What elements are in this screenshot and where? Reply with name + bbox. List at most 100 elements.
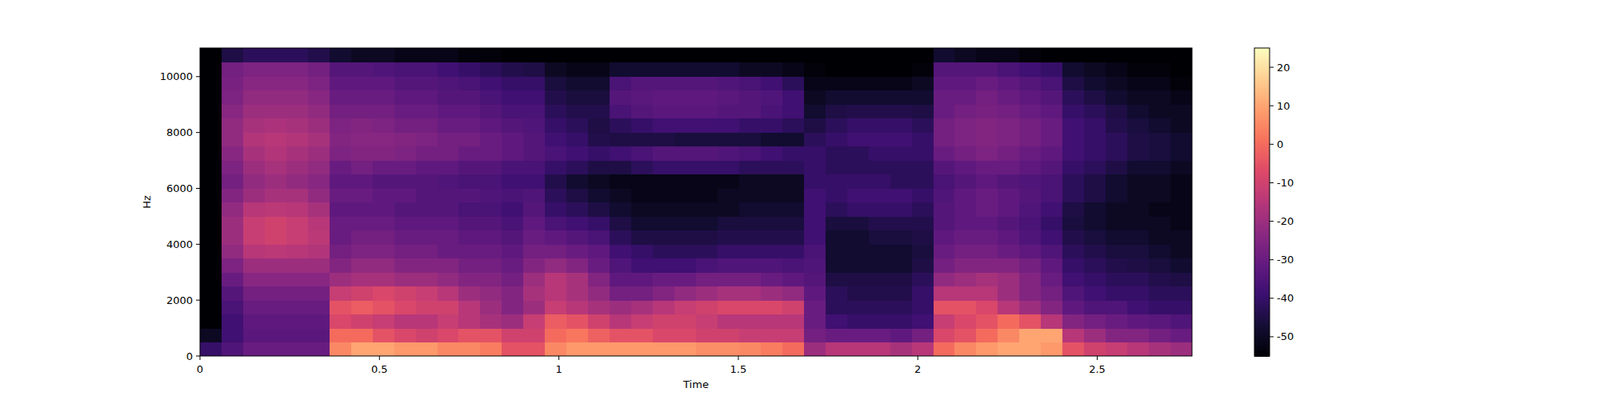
- cell: [372, 104, 396, 119]
- cell: [458, 48, 481, 63]
- cell: [1040, 272, 1064, 287]
- cell: [717, 258, 740, 273]
- cell: [372, 76, 396, 91]
- cell: [717, 202, 740, 217]
- cell: [1084, 216, 1107, 231]
- colorbar-tick: [1269, 297, 1274, 299]
- cell: [501, 62, 524, 77]
- cell: [674, 188, 697, 203]
- cell: [912, 230, 935, 245]
- cell: [739, 76, 762, 91]
- cell: [566, 174, 589, 189]
- cell: [847, 132, 870, 147]
- cell: [997, 258, 1020, 273]
- cell: [1084, 48, 1107, 63]
- cell: [1170, 104, 1192, 119]
- cell: [329, 104, 352, 119]
- cell: [221, 314, 244, 329]
- cell: [1148, 90, 1172, 105]
- cell: [372, 48, 396, 63]
- cell: [351, 342, 374, 357]
- cell: [954, 160, 977, 175]
- cell: [308, 48, 331, 63]
- cell: [804, 328, 827, 343]
- cell: [264, 300, 288, 315]
- cell: [351, 48, 374, 63]
- cell: [696, 146, 719, 161]
- cell: [1127, 342, 1150, 357]
- cell: [1148, 48, 1172, 63]
- cell: [351, 132, 374, 147]
- cell: [868, 62, 892, 77]
- cell: [1148, 314, 1172, 329]
- cell: [760, 314, 784, 329]
- cell: [372, 230, 396, 245]
- cell: [1148, 342, 1172, 357]
- cell: [1170, 132, 1192, 147]
- cell: [868, 272, 892, 287]
- colorbar-tick-label: 0: [1276, 138, 1284, 151]
- cell: [912, 216, 935, 231]
- cell: [912, 76, 935, 91]
- cell: [329, 230, 352, 245]
- cell: [717, 328, 740, 343]
- cell: [890, 272, 913, 287]
- cell: [847, 104, 870, 119]
- cell: [825, 132, 848, 147]
- cell: [523, 160, 546, 175]
- cell: [1019, 146, 1042, 161]
- cell: [1170, 300, 1192, 315]
- cell: [804, 272, 827, 287]
- cell: [1062, 244, 1085, 259]
- cell: [286, 314, 309, 329]
- cell: [868, 188, 892, 203]
- cell: [674, 104, 697, 119]
- cell: [544, 300, 568, 315]
- cell: [566, 230, 589, 245]
- cell: [1062, 230, 1085, 245]
- cell: [308, 216, 331, 231]
- cell: [997, 76, 1020, 91]
- cell: [609, 160, 632, 175]
- cell: [544, 146, 568, 161]
- cell: [416, 160, 439, 175]
- cell: [912, 62, 935, 77]
- cell: [782, 342, 805, 357]
- cell: [544, 48, 568, 63]
- cell: [933, 62, 956, 77]
- cell: [523, 132, 546, 147]
- cell: [868, 202, 892, 217]
- cell: [912, 132, 935, 147]
- cell: [631, 258, 654, 273]
- cell: [954, 62, 977, 77]
- colorbar-tick: [1269, 67, 1274, 68]
- cell: [372, 342, 396, 357]
- cell: [264, 258, 288, 273]
- cell: [954, 132, 977, 147]
- y-tick: [196, 76, 200, 77]
- cell: [308, 258, 331, 273]
- cell: [264, 174, 288, 189]
- cell: [329, 90, 352, 105]
- cell: [760, 146, 784, 161]
- cell: [868, 118, 892, 133]
- cell: [286, 244, 309, 259]
- cell: [566, 314, 589, 329]
- cell: [308, 272, 331, 287]
- cell: [1084, 342, 1107, 357]
- cell: [847, 314, 870, 329]
- colorbar-tick: [1269, 220, 1274, 222]
- cell: [264, 216, 288, 231]
- cell: [329, 342, 352, 357]
- cell: [286, 216, 309, 231]
- cell: [804, 104, 827, 119]
- cell: [1019, 160, 1042, 175]
- cell: [480, 342, 503, 357]
- cell: [416, 272, 439, 287]
- cell: [501, 272, 524, 287]
- cell: [351, 216, 374, 231]
- cell: [933, 188, 956, 203]
- cell: [760, 216, 784, 231]
- cell: [264, 244, 288, 259]
- cell: [588, 202, 611, 217]
